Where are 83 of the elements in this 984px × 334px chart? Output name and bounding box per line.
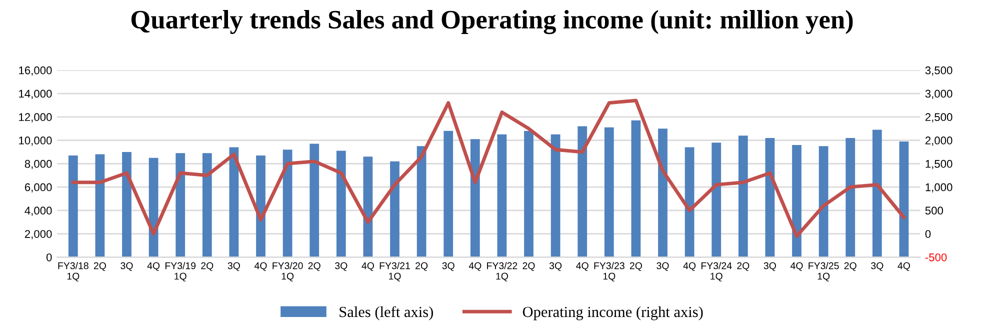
bar (818, 146, 828, 258)
x-tick-label: 4Q (254, 262, 267, 271)
x-tick-label: 2Q (94, 262, 106, 271)
y2-tick-label: 500 (925, 206, 944, 215)
x-tick-label: 2Q (630, 262, 642, 271)
bar (444, 130, 454, 258)
bar (712, 142, 722, 258)
bar (497, 134, 507, 258)
x-tick-label: FY3/19 1Q (165, 262, 196, 282)
bar (872, 130, 882, 258)
bar (122, 152, 132, 258)
y2-tick-label: 3,500 (925, 66, 952, 76)
x-tick-label: 3Q (442, 262, 454, 271)
y2-tick-label: 3,000 (925, 90, 952, 99)
bar (846, 138, 856, 258)
y2-tick-label: 2,000 (925, 136, 952, 146)
x-tick-label: FY3/23 1Q (594, 262, 624, 282)
x-tick-label: FY3/20 1Q (272, 262, 303, 282)
bar (95, 154, 105, 258)
bar (416, 146, 426, 258)
y-tick-label: 14,000 (19, 90, 52, 99)
x-tick-label: 3Q (120, 262, 133, 271)
x-tick-label: FY3/18 1Q (58, 262, 88, 282)
bar (336, 150, 346, 258)
bar (658, 128, 668, 258)
x-tick-label: 4Q (147, 262, 160, 271)
y2-tick-label: 0 (925, 230, 931, 238)
bar (738, 136, 748, 258)
bar (310, 144, 320, 258)
x-tick-label: 2Q (737, 262, 750, 271)
legend-label: Operating income (right axis) (522, 306, 703, 320)
bar (390, 161, 400, 258)
y-tick-label: 6,000 (24, 183, 52, 192)
bar (282, 150, 292, 258)
y-tick-label: 4,000 (24, 206, 52, 216)
bar (684, 147, 694, 258)
y-tick-label: 8,000 (24, 160, 52, 170)
y-tick-label: 16,000 (19, 66, 52, 76)
x-tick-label: 4Q (576, 262, 588, 271)
legend-label: Sales (left axis) (340, 306, 433, 320)
bar (202, 153, 212, 258)
x-tick-label: FY3/24 1Q (701, 262, 732, 282)
x-tick-label: 4Q (683, 262, 696, 271)
y2-tick-label: 2,500 (925, 113, 952, 122)
x-tick-label: 3Q (228, 262, 240, 271)
y-tick-label: 10,000 (19, 136, 52, 146)
x-tick-label: 4Q (790, 262, 803, 271)
x-tick-label: 4Q (362, 262, 374, 271)
bar (550, 134, 560, 258)
x-tick-label: 3Q (549, 262, 562, 271)
y-tick-label: 2,000 (24, 230, 52, 240)
bar (524, 130, 534, 258)
bar (765, 138, 775, 258)
x-tick-label: 2Q (416, 262, 428, 271)
x-tick-label: 4Q (468, 262, 482, 271)
y-tick-label: 0 (46, 253, 52, 262)
x-tick-label: 4Q (898, 262, 910, 271)
bar (604, 127, 614, 258)
y2-tick-label: 1,500 (926, 160, 952, 170)
x-tick-label: FY3/22 1Q (487, 262, 518, 282)
bar (631, 120, 641, 258)
line-series (71, 98, 906, 238)
x-tick-label: 3Q (764, 262, 776, 271)
y2-tick-label: 1,000 (926, 183, 952, 192)
x-tick-label: 2Q (522, 262, 535, 271)
x-tick-label: 2Q (844, 262, 856, 271)
y-tick-label: 12,000 (19, 113, 52, 122)
bar (176, 153, 186, 258)
bar (256, 155, 266, 258)
y2-tick-label: -500 (925, 253, 947, 262)
bar (899, 141, 909, 258)
x-tick-label: 3Q (656, 262, 669, 271)
bar (792, 144, 802, 258)
x-tick-label: 3Q (871, 262, 884, 271)
x-tick-label: 2Q (201, 262, 214, 271)
x-tick-label: FY3/25 1Q (808, 262, 839, 282)
x-tick-label: 2Q (308, 262, 320, 271)
x-tick-label: 3Q (335, 262, 348, 271)
bar (578, 126, 588, 258)
chart-title: Quarterly trends Sales and Operating income (unit: million yen) (131, 10, 853, 34)
bar (470, 139, 480, 258)
x-tick-label: FY3/21 1Q (380, 262, 410, 282)
bar (68, 155, 78, 258)
